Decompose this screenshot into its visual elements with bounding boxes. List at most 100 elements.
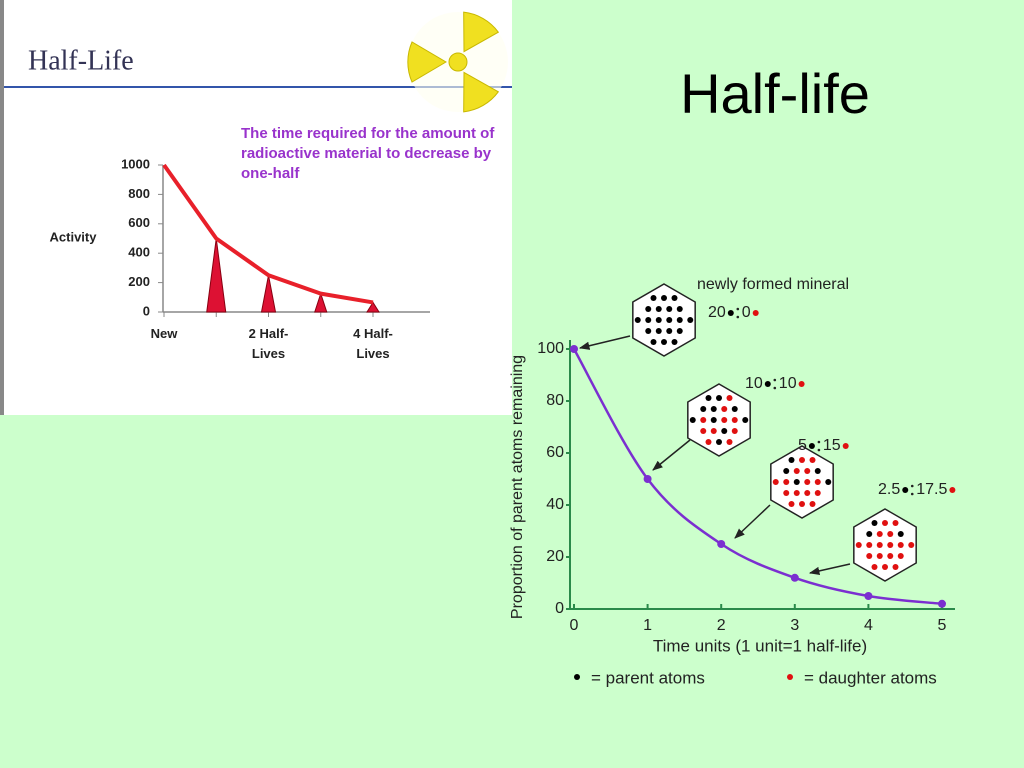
atom [866, 531, 873, 537]
atom [710, 417, 717, 423]
slide-title: Half-life [680, 62, 870, 125]
data-point [570, 345, 578, 353]
atom [700, 406, 707, 412]
atom [731, 406, 738, 412]
atom [799, 501, 805, 507]
mineral-hexagon [632, 283, 696, 357]
legend-label: = daughter atoms [804, 668, 937, 687]
y-tick-label: 20 [546, 548, 564, 565]
y-axis-label: Proportion of parent atoms remaining [509, 355, 526, 619]
y-tick-label: 100 [537, 340, 564, 357]
mineral-dots [634, 295, 694, 345]
atom [908, 542, 915, 548]
parent-count: 2.5 [878, 481, 900, 498]
x-tick-label: 5 [938, 617, 947, 634]
y-tick-label: 40 [546, 496, 564, 513]
arrow [652, 439, 691, 471]
data-point [938, 599, 946, 608]
atom [783, 468, 790, 474]
y-axis-label: Activity [50, 229, 98, 244]
atom [897, 542, 904, 548]
atom [710, 406, 717, 412]
data-point [790, 573, 799, 582]
atom [655, 317, 662, 323]
mineral-hexagon [770, 445, 834, 519]
x-tick-label: 2 [717, 617, 726, 634]
atom [793, 468, 800, 474]
data-line [162, 163, 374, 305]
colon-dot [773, 378, 777, 382]
mineral-dots [855, 520, 915, 570]
radiation-symbol [407, 11, 508, 113]
colon-dot [910, 484, 914, 488]
atom [882, 564, 888, 570]
atom [721, 406, 728, 412]
spike [206, 238, 227, 313]
atom [876, 553, 883, 559]
atom [788, 457, 795, 463]
spike [260, 275, 277, 313]
atom [689, 417, 696, 423]
arrow [734, 504, 771, 539]
atom [887, 542, 894, 548]
atom [825, 479, 832, 485]
atom [887, 553, 894, 559]
atom [814, 490, 821, 496]
atom [676, 306, 683, 312]
atom [897, 531, 904, 537]
x-tick-label: 4 Half-Lives [353, 326, 393, 361]
y-tick-label: 200 [128, 274, 150, 289]
arrow [578, 335, 631, 350]
legend-swatch [574, 674, 580, 680]
parent-dot [808, 443, 815, 449]
atom [788, 501, 795, 507]
atom [882, 520, 888, 526]
atom [661, 339, 667, 345]
atom [710, 428, 717, 434]
daughter-dot [949, 487, 956, 493]
atom [804, 490, 811, 496]
atom [793, 479, 800, 485]
daughter-count: 10 [779, 375, 797, 392]
atom [871, 564, 878, 570]
atom [897, 553, 904, 559]
atom [655, 306, 662, 312]
atom [731, 417, 738, 423]
atom [799, 457, 805, 463]
atom [876, 531, 883, 537]
atom [892, 520, 899, 526]
atom [814, 479, 821, 485]
atom [645, 306, 652, 312]
atom [876, 542, 883, 548]
atom [726, 439, 733, 445]
colon-dot [817, 448, 821, 452]
left-edge [0, 0, 4, 415]
mineral-hexagon [853, 508, 917, 582]
atom [650, 339, 657, 345]
atom [687, 317, 694, 323]
legend-label: = parent atoms [591, 668, 705, 687]
atom [666, 306, 673, 312]
atom [814, 468, 821, 474]
colon-dot [773, 386, 777, 390]
chart-title: Half-Life [28, 45, 134, 76]
atom [634, 317, 641, 323]
x-tick-label: 1 [643, 617, 652, 634]
daughter-count: 17.5 [916, 481, 947, 498]
atom [700, 417, 707, 423]
atom [716, 439, 722, 445]
arrow [808, 563, 851, 576]
atom [661, 295, 667, 301]
y-tick-label: 400 [128, 245, 150, 260]
y-tick-label: 80 [546, 392, 564, 409]
y-tick-label: 0 [555, 600, 564, 617]
atom [772, 479, 779, 485]
atom [721, 417, 728, 423]
atom [783, 490, 790, 496]
legend-swatch [787, 674, 793, 680]
atom [655, 328, 662, 334]
parent-dot [764, 381, 771, 387]
colon-dot [910, 492, 914, 496]
mineral-dots [772, 457, 832, 507]
atom [645, 317, 652, 323]
